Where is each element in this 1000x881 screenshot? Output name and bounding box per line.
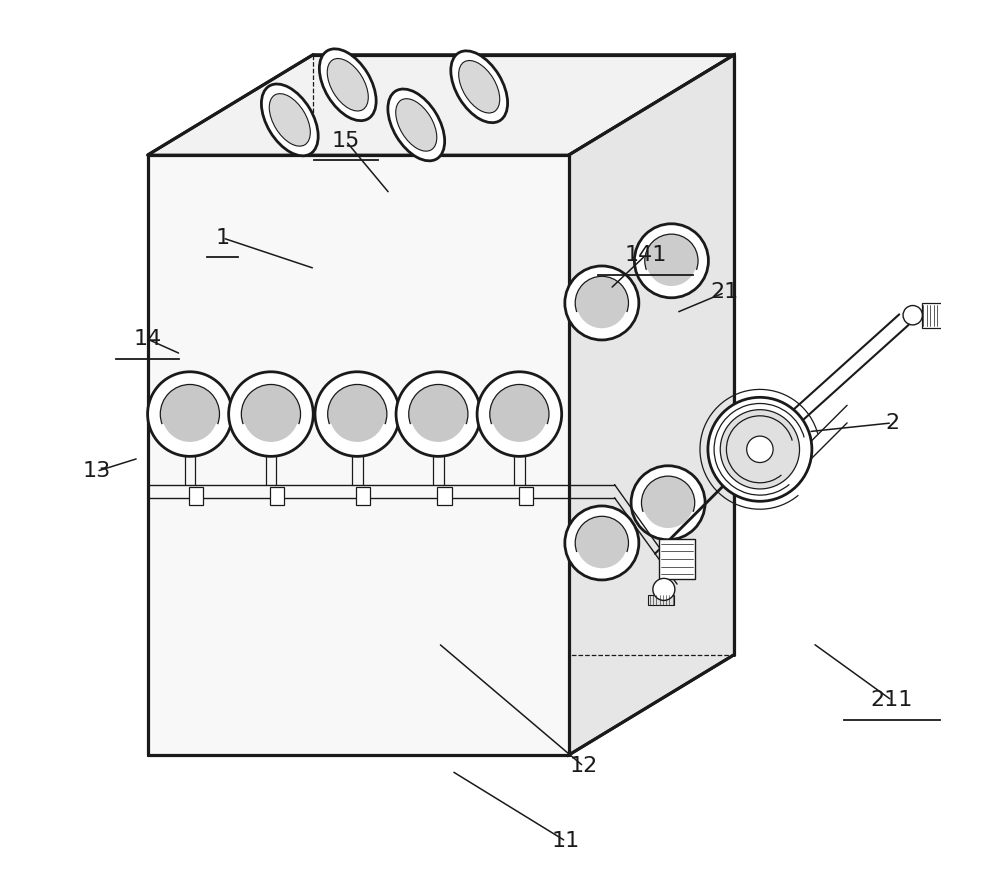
Ellipse shape [565,266,639,340]
Ellipse shape [631,466,705,540]
Ellipse shape [241,384,301,444]
Bar [189,487,203,505]
Ellipse shape [575,516,628,570]
Ellipse shape [388,89,445,161]
Ellipse shape [477,372,562,456]
Text: 21: 21 [711,283,739,302]
Ellipse shape [327,58,368,111]
Ellipse shape [269,93,310,146]
Text: 15: 15 [332,131,360,151]
Ellipse shape [229,372,313,456]
Ellipse shape [653,579,675,601]
Text: 12: 12 [570,757,598,776]
Bar [356,487,370,505]
Ellipse shape [645,234,698,287]
Ellipse shape [459,61,500,113]
Bar [942,300,952,331]
Ellipse shape [261,84,318,156]
Ellipse shape [328,384,387,444]
Ellipse shape [720,410,800,489]
Ellipse shape [160,384,219,444]
Polygon shape [569,55,734,755]
Bar [519,487,533,505]
Polygon shape [659,539,695,579]
Ellipse shape [319,48,376,121]
Ellipse shape [315,372,400,456]
Ellipse shape [148,372,232,456]
Text: 211: 211 [871,691,913,710]
Text: 2: 2 [885,413,899,433]
Bar [648,595,674,605]
Text: 13: 13 [82,462,111,481]
Polygon shape [148,155,569,755]
Ellipse shape [396,99,437,152]
Ellipse shape [396,372,481,456]
Ellipse shape [641,476,695,529]
Ellipse shape [747,436,773,463]
Ellipse shape [409,384,468,444]
Text: 11: 11 [552,832,580,851]
Polygon shape [148,55,734,155]
Bar [270,487,284,505]
Bar [922,303,944,328]
Text: 14: 14 [133,329,162,349]
Text: 1: 1 [215,228,230,248]
Ellipse shape [903,306,922,325]
Ellipse shape [575,277,628,329]
Text: 141: 141 [624,246,667,265]
Ellipse shape [708,397,812,501]
Ellipse shape [490,384,549,444]
Bar [437,487,452,505]
Ellipse shape [451,51,508,122]
Ellipse shape [634,224,708,298]
Ellipse shape [565,506,639,580]
